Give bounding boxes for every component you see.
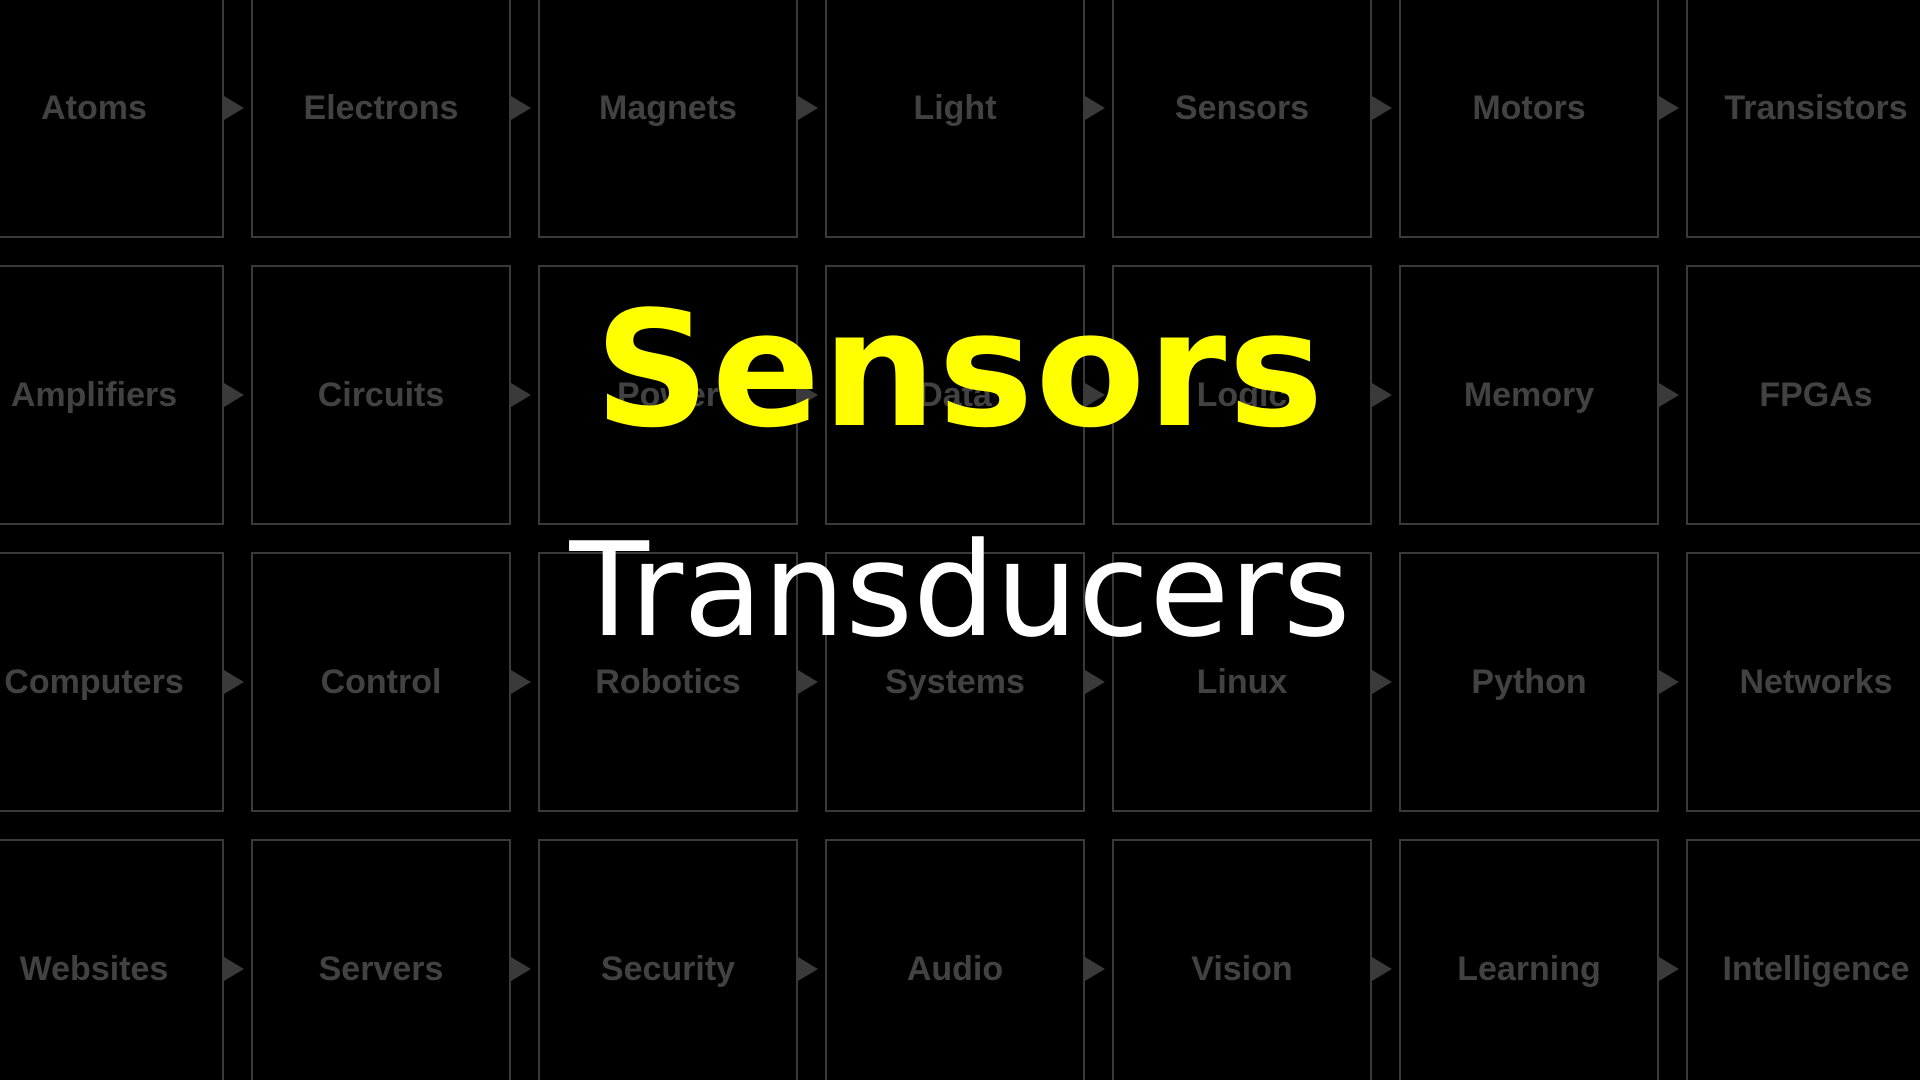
arrow-right-icon [511, 383, 531, 407]
topic-cell: Learning [1399, 839, 1659, 1080]
arrow-right-icon [798, 383, 818, 407]
topic-label: Learning [1457, 949, 1601, 988]
arrow-right-icon [798, 96, 818, 120]
topic-cell: Servers [251, 839, 511, 1080]
arrow-right-icon [1372, 957, 1392, 981]
topic-label: Circuits [317, 375, 445, 414]
topic-label: Amplifiers [10, 375, 178, 414]
topic-label: Light [913, 88, 997, 127]
topic-label: Computers [4, 662, 184, 701]
arrow-right-icon [224, 96, 244, 120]
topic-cell: Computers [0, 552, 224, 812]
topic-cell: FPGAs [1686, 265, 1920, 525]
topic-label: Logic [1196, 375, 1288, 414]
topic-cell: Networks [1686, 552, 1920, 812]
arrow-right-icon [224, 670, 244, 694]
topic-cell: Intelligence [1686, 839, 1920, 1080]
arrow-right-icon [798, 670, 818, 694]
arrow-right-icon [224, 383, 244, 407]
topic-label: Systems [885, 662, 1025, 701]
topic-label: Power [616, 375, 720, 414]
topic-label: Robotics [595, 662, 741, 701]
topic-label: FPGAs [1759, 375, 1873, 414]
arrow-right-icon [1085, 670, 1105, 694]
topic-cell: Robotics [538, 552, 798, 812]
arrow-right-icon [511, 670, 531, 694]
topic-label: Motors [1472, 88, 1586, 127]
topic-cell: Vision [1112, 839, 1372, 1080]
topic-cell: Circuits [251, 265, 511, 525]
topic-label: Intelligence [1722, 949, 1910, 988]
topic-cell: Logic [1112, 265, 1372, 525]
arrow-right-icon [1085, 957, 1105, 981]
topic-cell: Python [1399, 552, 1659, 812]
arrow-right-icon [1372, 383, 1392, 407]
topic-cell: Transistors [1686, 0, 1920, 238]
topic-cell: Light [825, 0, 1085, 238]
arrow-right-icon [224, 957, 244, 981]
arrow-right-icon [1085, 383, 1105, 407]
arrow-right-icon [1372, 670, 1392, 694]
arrow-right-icon [1659, 383, 1679, 407]
topic-cell: Linux [1112, 552, 1372, 812]
topic-cell: Memory [1399, 265, 1659, 525]
topic-label: Python [1471, 662, 1587, 701]
arrow-right-icon [511, 957, 531, 981]
topic-cell: Electrons [251, 0, 511, 238]
topic-label: Atoms [41, 88, 147, 127]
topic-label: Vision [1191, 949, 1293, 988]
topic-cell: Audio [825, 839, 1085, 1080]
topic-label: Audio [906, 949, 1004, 988]
topic-label: Networks [1739, 662, 1893, 701]
topic-label: Security [600, 949, 736, 988]
topic-label: Magnets [599, 88, 737, 127]
topic-cell: Magnets [538, 0, 798, 238]
topic-cell: Power [538, 265, 798, 525]
topic-cell: Systems [825, 552, 1085, 812]
topic-cell: Security [538, 839, 798, 1080]
topic-label: Data [918, 375, 992, 414]
topic-label: Memory [1463, 375, 1595, 414]
topic-cell: Control [251, 552, 511, 812]
topic-label: Control [320, 662, 442, 701]
topic-label: Electrons [303, 88, 459, 127]
arrow-right-icon [1659, 957, 1679, 981]
topic-cell: Motors [1399, 0, 1659, 238]
topic-label: Websites [19, 949, 169, 988]
topic-label: Sensors [1174, 88, 1310, 127]
arrow-right-icon [1372, 96, 1392, 120]
topic-label: Transistors [1724, 88, 1908, 127]
topic-label: Linux [1196, 662, 1288, 701]
arrow-right-icon [1659, 96, 1679, 120]
topic-cell: Amplifiers [0, 265, 224, 525]
topic-cell: Atoms [0, 0, 224, 238]
topic-label: Servers [318, 949, 444, 988]
arrow-right-icon [798, 957, 818, 981]
topic-cell: Data [825, 265, 1085, 525]
topic-cell: Sensors [1112, 0, 1372, 238]
arrow-right-icon [1085, 96, 1105, 120]
arrow-right-icon [511, 96, 531, 120]
topic-cell: Websites [0, 839, 224, 1080]
arrow-right-icon [1659, 670, 1679, 694]
